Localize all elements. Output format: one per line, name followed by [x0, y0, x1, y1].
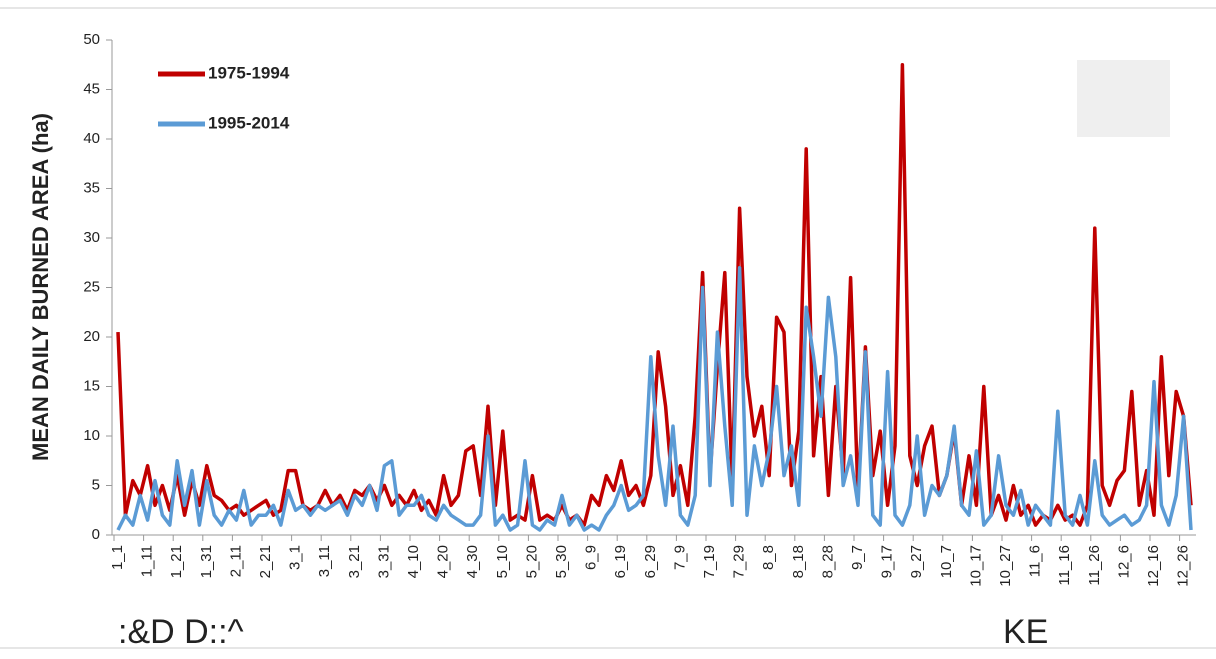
x-tick-label: 11_26: [1086, 545, 1103, 586]
y-tick-label: 45: [83, 80, 100, 97]
data-line: [116, 63, 1193, 527]
y-tick-label: 35: [83, 179, 100, 196]
footer-left: :&D D::^: [118, 613, 244, 651]
x-tick-label: 1_21: [168, 545, 185, 578]
x-tick-label: 8_28: [819, 545, 836, 578]
x-tick-label: 10_17: [967, 545, 984, 587]
y-tick-label: 15: [83, 377, 100, 394]
y-axis-title: MEAN DAILY BURNED AREA (ha): [28, 113, 53, 461]
data-line: [116, 265, 1193, 532]
y-tick-label: 50: [83, 31, 100, 48]
x-tick-label: 5_20: [523, 545, 540, 578]
legend-label: 1995-2014: [208, 113, 290, 132]
x-tick-label: 4_10: [405, 545, 422, 578]
x-tick-label: 5_30: [553, 545, 570, 578]
y-tick-label: 5: [92, 476, 100, 493]
x-tick-label: 12_6: [1115, 545, 1132, 578]
y-tick-label: 20: [83, 328, 100, 345]
x-tick-label: 3_31: [375, 545, 392, 578]
x-tick-label: 11_16: [1056, 545, 1073, 586]
x-tick-label: 4_20: [435, 545, 452, 578]
x-tick-label: 7_19: [701, 545, 718, 578]
x-tick-label: 8_18: [790, 545, 807, 578]
x-tick-label: 7_29: [731, 545, 748, 578]
x-tick-label: 12_16: [1145, 545, 1162, 587]
x-tick-label: 1_11: [139, 545, 156, 577]
x-tick-label: 6_9: [583, 545, 600, 570]
x-tick-label: 2_21: [257, 545, 274, 578]
x-tick-label: 8_8: [760, 545, 777, 570]
x-tick-label: 10_27: [997, 545, 1014, 587]
x-tick-label: 1_31: [198, 545, 215, 578]
y-tick-label: 0: [92, 526, 100, 543]
x-tick-label: 1_1: [109, 545, 126, 570]
x-tick-label: 6_29: [642, 545, 659, 578]
x-tick-label: 3_11: [316, 545, 333, 577]
x-tick-label: 6_19: [612, 545, 629, 578]
x-tick-label: 5_10: [494, 545, 511, 578]
footer-right: KE: [1003, 613, 1048, 651]
y-tick-label: 40: [83, 130, 100, 147]
x-tick-label: 10_7: [938, 545, 955, 578]
x-tick-label: 9_17: [879, 545, 896, 578]
legend-label: 1975-1994: [208, 63, 290, 82]
x-tick-label: 9_27: [908, 545, 925, 578]
placeholder-box: [1077, 60, 1170, 137]
x-tick-label: 4_30: [464, 545, 481, 578]
y-tick-label: 30: [83, 229, 100, 246]
x-tick-label: 7_9: [671, 545, 688, 570]
x-tick-label: 11_6: [1027, 545, 1044, 577]
x-tick-label: 3_21: [346, 545, 363, 578]
x-tick-label: 2_11: [227, 545, 244, 577]
x-tick-label: 3_1: [287, 545, 304, 570]
x-tick-label: 9_7: [849, 545, 866, 570]
y-tick-label: 10: [83, 427, 100, 444]
x-tick-label: 12_26: [1175, 545, 1192, 587]
y-tick-label: 25: [83, 278, 100, 295]
